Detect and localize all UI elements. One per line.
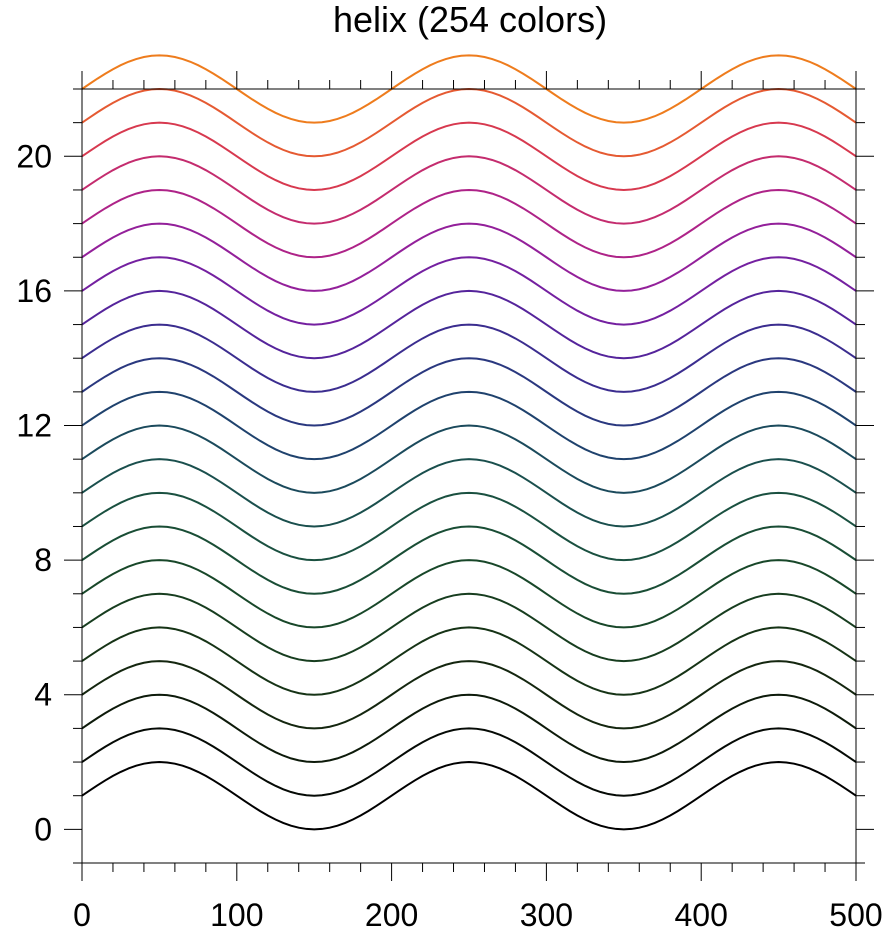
series-line-17 (81, 188, 857, 259)
series-line-5 (81, 592, 857, 663)
series-line-6 (81, 559, 857, 629)
plot-frame (81, 88, 857, 864)
series-line-12 (81, 357, 857, 427)
series-layer (81, 54, 857, 831)
x-tick-label: 200 (365, 897, 418, 933)
series-line-15 (81, 256, 857, 326)
x-tick-label: 0 (73, 897, 91, 933)
series-line-3 (81, 660, 857, 730)
chart-title: helix (254 colors) (333, 0, 607, 40)
series-line-7 (81, 525, 857, 595)
tick-layer (64, 71, 874, 881)
series-line-16 (81, 222, 857, 292)
y-tick-label: 12 (16, 408, 52, 444)
series-line-18 (81, 155, 857, 225)
y-tick-label: 16 (16, 273, 52, 309)
series-line-0 (81, 761, 857, 831)
series-line-8 (81, 491, 857, 562)
series-line-13 (81, 323, 857, 393)
series-line-10 (81, 424, 857, 494)
x-tick-label: 500 (829, 897, 882, 933)
series-line-14 (81, 289, 857, 360)
y-tick-label: 4 (34, 677, 52, 713)
tick-label-layer: 0 100 200 300 400 500 0 4 8 12 16 20 (16, 138, 882, 933)
series-line-4 (81, 626, 857, 696)
y-tick-label: 8 (34, 542, 52, 578)
x-tick-label: 100 (210, 897, 263, 933)
series-line-19 (81, 121, 857, 191)
series-line-1 (81, 727, 857, 797)
y-tick-label: 0 (34, 811, 52, 847)
series-line-2 (81, 693, 857, 764)
series-line-21 (81, 54, 857, 124)
y-tick-label: 20 (16, 138, 52, 174)
series-line-9 (81, 458, 857, 528)
x-tick-label: 400 (675, 897, 728, 933)
series-line-11 (81, 390, 857, 461)
x-tick-label: 300 (520, 897, 573, 933)
